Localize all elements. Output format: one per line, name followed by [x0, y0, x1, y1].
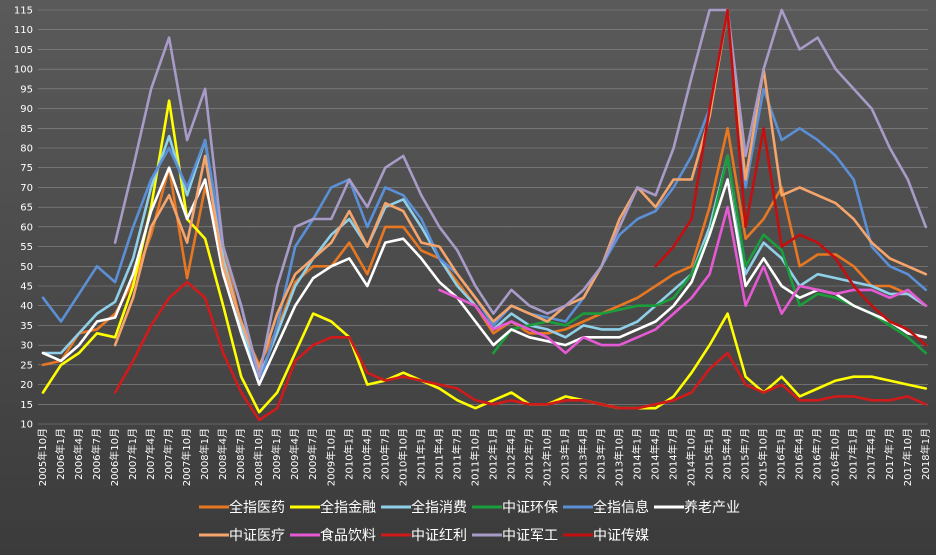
- x-tick-label: 2015年4月: [721, 428, 734, 480]
- series-line-1: [41, 99, 928, 414]
- y-tick-label: 20: [20, 380, 33, 391]
- series-lines: [41, 8, 928, 422]
- x-tick-label: 2013年1月: [558, 428, 571, 480]
- x-tick-label: 2007年7月: [162, 428, 175, 480]
- y-tick-label: 70: [20, 183, 33, 194]
- series-line-2: [41, 134, 928, 378]
- x-tick-label: 2014年1月: [631, 428, 644, 480]
- grid-lines: [38, 9, 928, 425]
- x-tick-label: 2012年7月: [522, 428, 535, 480]
- x-tick-label: 2015年1月: [703, 428, 716, 480]
- x-tick-label: 2016年10月: [829, 428, 842, 486]
- y-tick-label: 95: [20, 84, 33, 95]
- y-tick-label: 110: [14, 25, 33, 36]
- x-tick-label: 2016年1月: [775, 428, 788, 480]
- legend-label: 中证传媒: [593, 528, 649, 544]
- x-tick-label: 2012年1月: [486, 428, 499, 480]
- y-tick-label: 35: [20, 321, 33, 332]
- x-tick-label: 2014年7月: [667, 428, 680, 480]
- legend-label: 食品饮料: [320, 527, 376, 544]
- x-tick-label: 2010年1月: [342, 428, 355, 480]
- x-tick-label: 2016年7月: [811, 428, 824, 480]
- x-tick-label: 2009年7月: [306, 428, 319, 480]
- x-tick-label: 2016年4月: [793, 428, 806, 480]
- y-tick-label: 75: [20, 163, 33, 174]
- x-tick-label: 2011年4月: [432, 428, 445, 480]
- x-tick-label: 2018年1月: [919, 428, 932, 480]
- y-tick-label: 55: [20, 242, 33, 253]
- series-line-7: [438, 205, 928, 355]
- y-tick-label: 15: [20, 400, 33, 411]
- x-tick-label: 2007年10月: [180, 428, 193, 486]
- legend-label: 全指金融: [320, 499, 376, 516]
- y-tick-label: 60: [20, 222, 33, 233]
- x-tick-label: 2005年10月: [36, 428, 49, 486]
- legend-label: 养老产业: [684, 500, 740, 516]
- y-tick-label: 105: [14, 45, 33, 56]
- y-tick-label: 115: [14, 6, 33, 17]
- legend-label: 中证红利: [411, 528, 467, 544]
- x-tick-label: 2010年7月: [378, 428, 391, 480]
- series-line-9: [113, 8, 928, 378]
- x-tick-label: 2010年10月: [396, 428, 409, 486]
- x-tick-label: 2011年10月: [468, 428, 481, 486]
- x-tick-label: 2013年7月: [595, 428, 608, 480]
- x-tick-label: 2011年1月: [414, 428, 427, 480]
- x-tick-label: 2011年7月: [450, 428, 463, 480]
- x-tick-label: 2006年1月: [54, 428, 67, 480]
- y-tick-label: 45: [20, 282, 33, 293]
- x-tick-label: 2008年10月: [252, 428, 265, 486]
- x-tick-label: 2009年1月: [270, 428, 283, 480]
- x-tick-label: 2008年7月: [234, 428, 247, 480]
- y-tick-label: 100: [14, 65, 33, 76]
- legend-label: 全指医药: [229, 499, 285, 516]
- x-tick-label: 2015年10月: [757, 428, 770, 486]
- y-tick-label: 40: [20, 301, 33, 312]
- x-tick-label: 2009年10月: [324, 428, 337, 486]
- y-tick-label: 10: [20, 420, 33, 431]
- x-tick-label: 2009年4月: [288, 428, 301, 480]
- x-tick-label: 2006年4月: [72, 428, 85, 480]
- y-tick-label: 50: [20, 262, 33, 273]
- x-tick-label: 2017年7月: [883, 428, 896, 480]
- y-tick-label: 65: [20, 203, 33, 214]
- y-tick-label: 80: [20, 144, 33, 155]
- x-tick-label: 2017年4月: [865, 428, 878, 480]
- x-tick-label: 2008年4月: [216, 428, 229, 480]
- legend-label: 全指信息: [593, 499, 649, 516]
- x-tick-label: 2008年1月: [198, 428, 211, 480]
- x-tick-label: 2014年10月: [685, 428, 698, 486]
- x-tick-label: 2017年1月: [847, 428, 860, 480]
- y-tick-label: 30: [20, 341, 33, 352]
- y-tick-label: 90: [20, 104, 33, 115]
- x-tick-label: 2006年10月: [108, 428, 121, 486]
- y-tick-label: 85: [20, 124, 33, 135]
- x-tick-label: 2013年4月: [576, 428, 589, 480]
- x-axis: 2005年10月 2006年1月 2006年4月 2006年7月 2006年10月 200…: [36, 428, 932, 486]
- series-line-10: [654, 8, 928, 347]
- series-line-8: [113, 280, 928, 422]
- x-tick-label: 2006年7月: [90, 428, 103, 480]
- series-line-5: [41, 166, 928, 386]
- x-tick-label: 2010年4月: [360, 428, 373, 480]
- x-tick-label: 2013年10月: [613, 428, 626, 486]
- y-axis: 10 15 20 25 30 35 40 45 50 55 60 65 70 75 80 85 90 95 100 1…: [14, 6, 33, 431]
- legend-label: 全指消费: [411, 499, 467, 516]
- y-tick-label: 25: [20, 360, 33, 371]
- series-line-3: [492, 154, 928, 355]
- x-tick-label: 2015年7月: [739, 428, 752, 480]
- legend-label: 中证军工: [502, 528, 558, 544]
- x-tick-label: 2007年1月: [126, 428, 139, 480]
- x-tick-label: 2012年10月: [540, 428, 553, 486]
- legend-label: 中证环保: [502, 500, 558, 516]
- legend-label: 中证医疗: [229, 528, 285, 544]
- x-tick-label: 2017年10月: [901, 428, 914, 486]
- x-tick-label: 2014年4月: [649, 428, 662, 480]
- x-tick-label: 2012年4月: [504, 428, 517, 480]
- x-tick-label: 2007年4月: [144, 428, 157, 480]
